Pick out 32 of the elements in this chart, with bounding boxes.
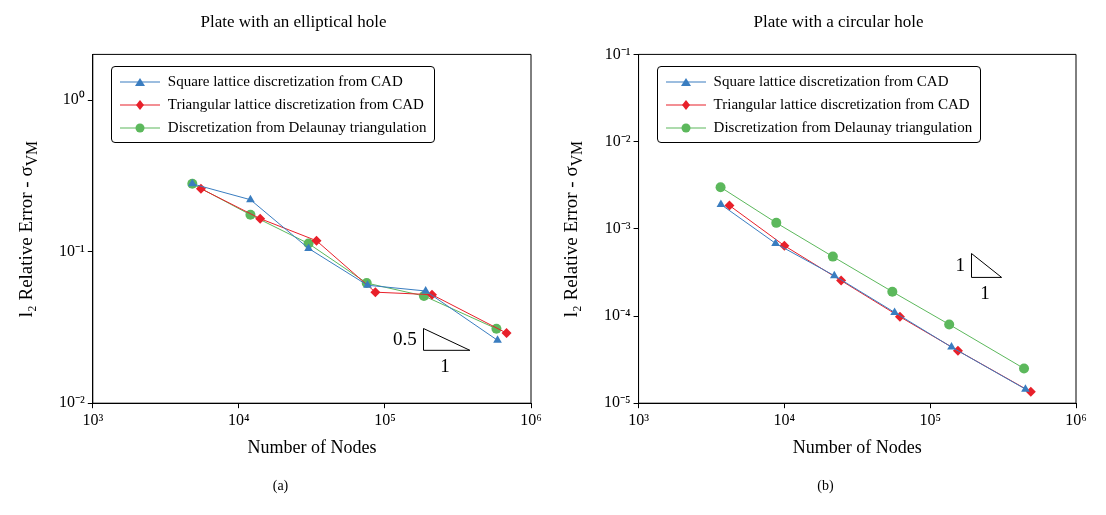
chart-title: Plate with an elliptical hole bbox=[200, 11, 387, 31]
x-tick-label: 10⁴ bbox=[773, 411, 796, 428]
y-tick-label: 10⁻⁴ bbox=[604, 306, 631, 324]
y-tick-label: 10⁻¹ bbox=[59, 241, 85, 259]
x-axis-title: Number of Nodes bbox=[247, 436, 377, 457]
chart-title: Plate with a circular hole bbox=[753, 11, 924, 31]
legend-label: Square lattice discretization from CAD bbox=[167, 73, 403, 91]
y-tick-label: 10⁻² bbox=[59, 393, 85, 411]
legend-label: Triangular lattice discretization from CAD bbox=[713, 96, 970, 114]
x-tick-label: 10⁶ bbox=[1065, 411, 1087, 428]
legend-label: Discretization from Delaunay triangulation bbox=[713, 119, 973, 137]
y-tick-label: 10⁰ bbox=[62, 90, 85, 108]
y-tick-label: 10⁻² bbox=[604, 131, 631, 149]
legend-label: Triangular lattice discretization from CAD bbox=[167, 96, 424, 114]
y-tick-label: 10⁻⁵ bbox=[604, 393, 631, 411]
y-tick-label: 10⁻¹ bbox=[604, 44, 631, 62]
x-tick-label: 10⁴ bbox=[228, 411, 251, 428]
x-axis-title: Number of Nodes bbox=[792, 436, 922, 457]
y-tick-label: 10⁻³ bbox=[604, 219, 631, 236]
annotation: 1 bbox=[955, 254, 966, 277]
legend-label: Square lattice discretization from CAD bbox=[713, 73, 949, 91]
x-tick-label: 10⁶ bbox=[520, 411, 542, 428]
text: (a) bbox=[271, 478, 290, 494]
text: (b) bbox=[816, 478, 835, 494]
x-tick-label: 10³ bbox=[628, 411, 650, 428]
legend-label: Discretization from Delaunay triangulation bbox=[167, 119, 427, 137]
annotation: 1 bbox=[980, 281, 990, 304]
annotation: 0.5 bbox=[393, 328, 417, 351]
x-tick-label: 10⁵ bbox=[374, 411, 396, 428]
x-tick-label: 10³ bbox=[82, 411, 104, 428]
x-tick-label: 10⁵ bbox=[919, 411, 941, 428]
annotation: 1 bbox=[440, 354, 450, 377]
